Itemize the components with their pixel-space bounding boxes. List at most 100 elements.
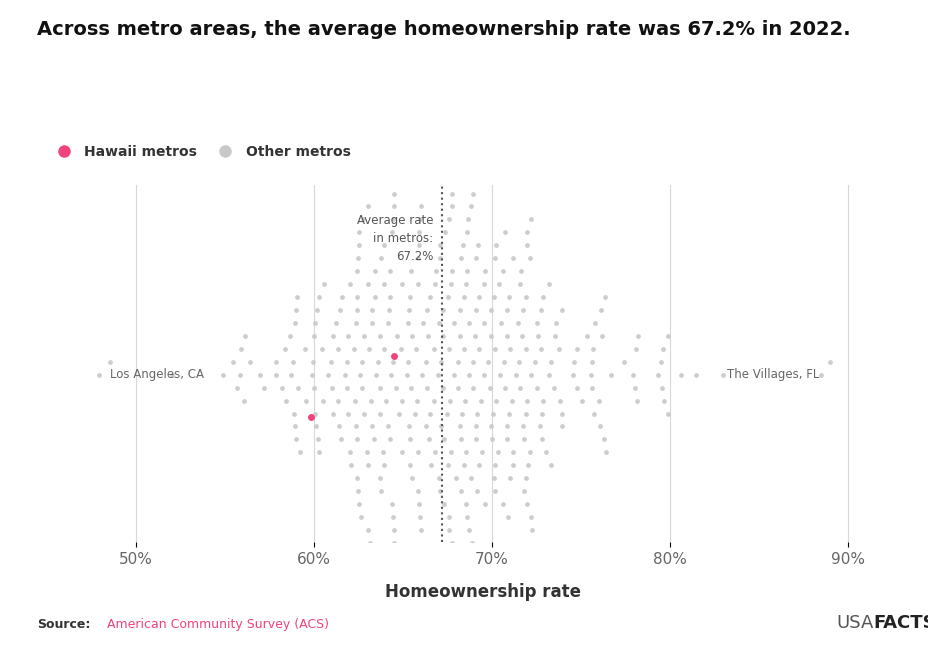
Point — [505, 460, 520, 471]
Point — [282, 330, 297, 341]
Point — [374, 486, 389, 496]
Point — [309, 305, 324, 315]
Point — [630, 330, 645, 341]
Point — [459, 266, 474, 276]
Point — [91, 369, 106, 380]
Point — [393, 395, 408, 406]
Point — [402, 434, 417, 445]
Point — [363, 395, 378, 406]
Point — [268, 356, 283, 367]
Point — [432, 473, 446, 483]
Point — [412, 227, 427, 238]
Point — [443, 447, 458, 457]
Point — [465, 382, 480, 393]
Point — [372, 473, 387, 483]
Point — [412, 512, 427, 522]
Point — [316, 395, 330, 406]
Point — [411, 499, 426, 510]
X-axis label: Homeownership rate: Homeownership rate — [385, 584, 580, 602]
Point — [452, 421, 467, 432]
Point — [499, 512, 514, 522]
Point — [520, 460, 535, 471]
Point — [377, 240, 392, 251]
Point — [440, 292, 455, 302]
Point — [441, 214, 456, 225]
Point — [384, 499, 399, 510]
Point — [348, 318, 363, 329]
Point — [574, 395, 589, 406]
Text: Average rate
in metros:
67.2%: Average rate in metros: 67.2% — [356, 214, 432, 263]
Point — [486, 292, 501, 302]
Point — [654, 382, 669, 393]
Point — [465, 188, 480, 199]
Point — [361, 525, 376, 535]
Point — [376, 279, 391, 290]
Point — [380, 318, 394, 329]
Legend: Hawaii metros, Other metros: Hawaii metros, Other metros — [44, 139, 356, 164]
Point — [458, 279, 473, 290]
Point — [463, 473, 478, 483]
Point — [444, 266, 458, 276]
Point — [432, 356, 447, 367]
Point — [354, 356, 369, 367]
Point — [226, 356, 240, 367]
Point — [453, 434, 468, 445]
Point — [361, 201, 376, 212]
Point — [306, 382, 321, 393]
Point — [338, 369, 353, 380]
Point — [514, 330, 529, 341]
Point — [656, 395, 671, 406]
Point — [625, 369, 640, 380]
Point — [626, 382, 641, 393]
Point — [323, 356, 338, 367]
Point — [288, 421, 303, 432]
Point — [523, 369, 538, 380]
Point — [540, 369, 555, 380]
Point — [465, 356, 480, 367]
Point — [598, 447, 612, 457]
Point — [428, 266, 443, 276]
Point — [386, 214, 401, 225]
Point — [455, 408, 470, 419]
Point — [418, 356, 432, 367]
Point — [502, 344, 517, 354]
Point — [461, 525, 476, 535]
Point — [393, 344, 407, 354]
Point — [316, 279, 331, 290]
Point — [516, 486, 531, 496]
Point — [594, 330, 609, 341]
Point — [488, 395, 503, 406]
Point — [501, 408, 516, 419]
Text: FACTS: FACTS — [872, 614, 928, 632]
Point — [351, 499, 366, 510]
Point — [627, 344, 642, 354]
Point — [452, 305, 467, 315]
Point — [505, 253, 520, 264]
Point — [445, 537, 459, 548]
Point — [334, 292, 349, 302]
Point — [401, 305, 416, 315]
Point — [547, 330, 561, 341]
Point — [411, 240, 426, 251]
Point — [510, 318, 525, 329]
Point — [524, 525, 539, 535]
Point — [385, 512, 400, 522]
Point — [339, 356, 354, 367]
Point — [433, 421, 448, 432]
Text: Los Angeles, CA: Los Angeles, CA — [110, 368, 203, 381]
Point — [405, 473, 419, 483]
Point — [362, 537, 377, 548]
Point — [435, 305, 450, 315]
Point — [401, 356, 416, 367]
Point — [584, 382, 599, 393]
Point — [329, 318, 343, 329]
Point — [457, 460, 471, 471]
Point — [306, 330, 321, 341]
Point — [471, 460, 486, 471]
Point — [592, 421, 607, 432]
Point — [470, 486, 484, 496]
Point — [439, 408, 454, 419]
Text: USA: USA — [835, 614, 872, 632]
Point — [508, 369, 522, 380]
Point — [471, 149, 486, 160]
